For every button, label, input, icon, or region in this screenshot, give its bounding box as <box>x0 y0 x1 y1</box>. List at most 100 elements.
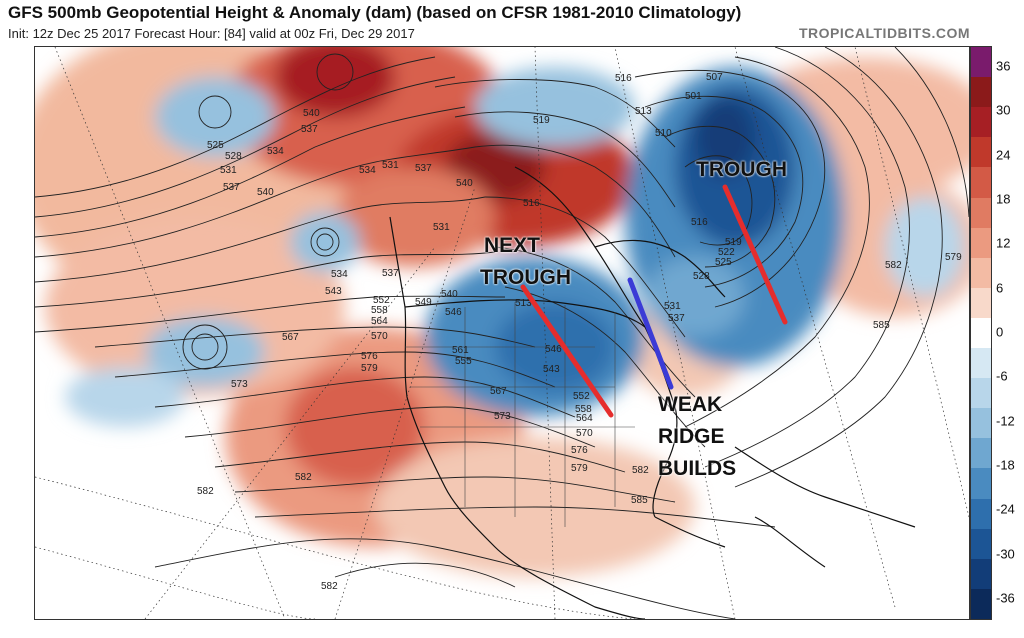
contour-label: 567 <box>490 386 507 397</box>
contour-label: 540 <box>456 178 473 189</box>
contour-label: 507 <box>706 72 723 83</box>
east-trough-axis <box>722 184 788 325</box>
contour-label: 519 <box>725 237 742 248</box>
colorbar-segment <box>971 287 991 319</box>
colorbar-segment <box>971 348 991 379</box>
colorbar-tick-label: 24 <box>996 147 1011 163</box>
contour-label: 525 <box>715 257 732 268</box>
contour-label: 543 <box>325 286 342 297</box>
contour-label: 546 <box>445 307 462 318</box>
contour-label: 534 <box>267 146 284 157</box>
colorbar-segment <box>971 408 991 439</box>
contour-label: 567 <box>282 332 299 343</box>
contour-label: 564 <box>576 413 593 424</box>
colorbar-segment <box>971 257 991 289</box>
colorbar-segment <box>971 468 991 500</box>
colorbar-tick-label: -18 <box>996 457 1015 473</box>
contour-label: 531 <box>220 165 237 176</box>
colorbar-segment <box>971 197 991 229</box>
contour-label: 543 <box>543 364 560 375</box>
colorbar-segment <box>971 47 991 78</box>
colorbar-tick-label: 30 <box>996 102 1011 118</box>
contour-label: 510 <box>655 128 672 139</box>
contour-label: 564 <box>371 316 388 327</box>
contour-label: 516 <box>615 73 632 84</box>
contour-label: 540 <box>441 289 458 300</box>
colorbar-segment <box>971 498 991 530</box>
contour-label: 576 <box>571 445 588 456</box>
contour-label: 579 <box>571 463 588 474</box>
contour-label: 537 <box>223 182 240 193</box>
contour-label: 570 <box>371 331 388 342</box>
contour-label: 513 <box>635 106 652 117</box>
contour-label: 570 <box>576 428 593 439</box>
contour-label: 531 <box>433 222 450 233</box>
contour-label: 579 <box>361 363 378 374</box>
contour-label: 561 <box>452 345 469 356</box>
colorbar-segment <box>971 438 991 469</box>
next-trough-axis <box>520 284 614 418</box>
contour-label: 552 <box>573 391 590 402</box>
height-contours <box>35 47 969 619</box>
contour-label: 579 <box>945 252 962 263</box>
contour-label: 576 <box>361 351 378 362</box>
weak-ridge-axis <box>627 277 674 390</box>
anomaly-colorbar <box>970 46 992 620</box>
colorbar-segment <box>971 167 991 198</box>
contour-label: 546 <box>545 344 562 355</box>
colorbar-segment <box>971 558 991 590</box>
contour-label: 534 <box>331 269 348 280</box>
map-svg: 525 528 531 537 540 534 540 537 534 531 … <box>35 47 969 619</box>
contour-label: 537 <box>382 268 399 279</box>
colorbar-segment <box>971 528 991 560</box>
contour-label: 540 <box>303 108 320 119</box>
site-watermark: TROPICALTIDBITS.COM <box>798 25 970 41</box>
contour-label: 582 <box>197 486 214 497</box>
contour-label: 582 <box>885 260 902 271</box>
contour-label: 555 <box>455 356 472 367</box>
weak-ridge-annotation-line2: RIDGE <box>658 425 725 448</box>
colorbar-tick-label: -12 <box>996 413 1015 429</box>
anomaly-shading <box>35 47 969 577</box>
colorbar-segment <box>971 107 991 138</box>
colorbar-segment <box>971 588 991 620</box>
contour-label: 513 <box>515 298 532 309</box>
contour-label: 531 <box>382 160 399 171</box>
contour-label: 582 <box>632 465 649 476</box>
colorbar-tick-label: -36 <box>996 590 1015 606</box>
colorbar-tick-label: 6 <box>996 280 1004 296</box>
colorbar-segment <box>971 378 991 409</box>
contour-label: 549 <box>415 297 432 308</box>
chart-title: GFS 500mb Geopotential Height & Anomaly … <box>8 3 742 22</box>
contour-label: 558 <box>575 404 592 415</box>
contour-labels: 525 528 531 537 540 534 540 537 534 531 … <box>197 72 962 592</box>
contour-label: 540 <box>257 187 274 198</box>
contour-label: 522 <box>718 247 735 258</box>
colorbar-segment <box>971 317 991 349</box>
anomaly-map: 525 528 531 537 540 534 540 537 534 531 … <box>34 46 970 620</box>
contour-label: 519 <box>533 115 550 126</box>
contour-label: 537 <box>668 313 685 324</box>
colorbar-tick-label: -6 <box>996 368 1008 384</box>
weak-ridge-annotation-line3: BUILDS <box>658 457 737 480</box>
init-forecast-info: Init: 12z Dec 25 2017 Forecast Hour: [84… <box>8 26 415 41</box>
contour-label: 528 <box>693 271 710 282</box>
contour-label: 585 <box>873 320 890 331</box>
contour-label: 582 <box>321 581 338 592</box>
next-trough-annotation-line2: TROUGH <box>480 266 571 289</box>
weak-ridge-annotation-line1: WEAK <box>658 393 723 416</box>
contour-label: 531 <box>664 301 681 312</box>
next-trough-annotation-line1: NEXT <box>484 234 541 257</box>
contour-label: 573 <box>231 379 248 390</box>
colorbar-tick-label: -24 <box>996 501 1015 517</box>
trough-annotation: TROUGH <box>696 158 787 181</box>
colorbar-tick-label: -30 <box>996 546 1015 562</box>
contour-label: 585 <box>631 495 648 506</box>
contour-label: 501 <box>685 91 702 102</box>
graticule <box>35 47 969 619</box>
contour-label: 534 <box>359 165 376 176</box>
contour-label: 525 <box>207 140 224 151</box>
contour-label: 558 <box>371 305 388 316</box>
colorbar-tick-label: 18 <box>996 191 1011 207</box>
colorbar-segment <box>971 227 991 259</box>
